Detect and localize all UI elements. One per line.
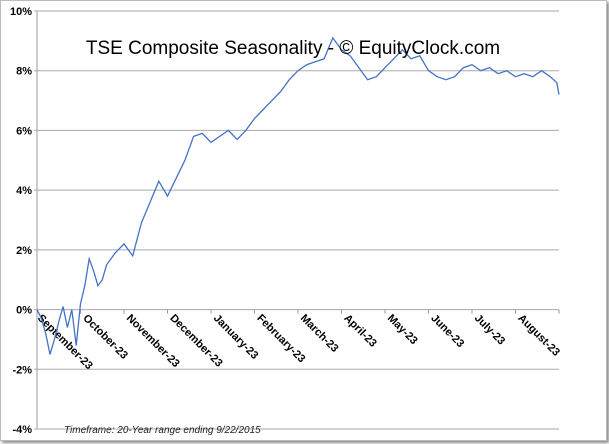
y-tick-label: -2% xyxy=(12,364,32,376)
x-tick-label: October-23 xyxy=(80,312,130,362)
series-layer xyxy=(36,36,560,355)
chart-title: TSE Composite Seasonality - © EquityCloc… xyxy=(86,38,500,59)
x-axis: September-23October-23November-23Decembe… xyxy=(35,309,562,372)
gridlines xyxy=(34,10,559,430)
y-tick-label: 0% xyxy=(16,305,32,317)
y-tick-label: -4% xyxy=(12,424,32,436)
x-tick-label: August-23 xyxy=(515,312,562,359)
y-tick-label: 6% xyxy=(16,125,32,137)
y-tick-label: 4% xyxy=(16,185,32,197)
x-tick-label: May-23 xyxy=(385,312,420,347)
y-tick-label: 8% xyxy=(16,66,32,78)
y-tick-label: 10% xyxy=(10,6,32,18)
x-tick-label: July-23 xyxy=(472,312,507,347)
x-tick-label: March-23 xyxy=(298,312,341,355)
x-tick-label: June-23 xyxy=(428,312,466,350)
y-tick-label: 2% xyxy=(16,245,32,257)
y-axis: -4% -2% 0% 2% 4% 6% 8% 10% xyxy=(10,6,32,436)
footnote: Timeframe: 20-Year range ending 9/22/201… xyxy=(64,425,261,436)
x-tick-label: April-23 xyxy=(341,312,378,349)
series-line xyxy=(36,36,560,355)
